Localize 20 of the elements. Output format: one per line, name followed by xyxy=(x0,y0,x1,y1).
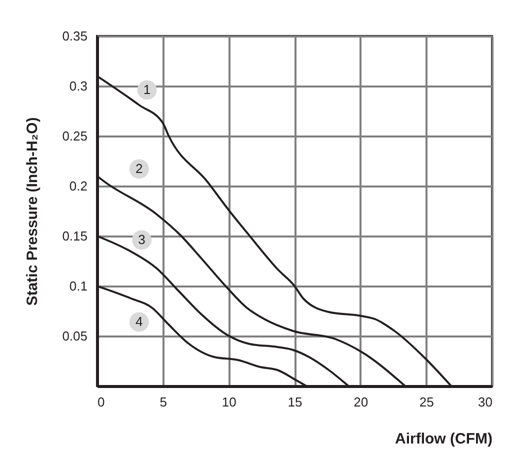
x-tick-label: 30 xyxy=(478,394,492,410)
x-tick-label: 25 xyxy=(419,394,434,410)
annotation: 4 xyxy=(136,314,143,329)
annotation: 3 xyxy=(138,232,146,247)
y-tick-label: 0.35 xyxy=(62,28,88,44)
y-tick-label: 0.05 xyxy=(62,328,88,344)
y-axis-title: Static Pressure (Inch-H₂O) xyxy=(24,117,42,306)
y-tick-label: 0.2 xyxy=(69,178,88,194)
x-axis-title: Airflow (CFM) xyxy=(395,430,492,448)
annotation: 2 xyxy=(136,161,143,176)
y-tick-label: 0.15 xyxy=(62,228,88,244)
x-tick-label: 5 xyxy=(160,394,167,410)
x-tick-label: 15 xyxy=(288,394,302,410)
y-tick-label: 0.3 xyxy=(69,78,88,94)
annotation: 1 xyxy=(143,82,151,97)
x-tick-label: 20 xyxy=(354,394,368,410)
y-tick-label: 0.25 xyxy=(62,128,88,144)
y-tick-label: 0.1 xyxy=(69,278,88,294)
x-tick-label: 0 xyxy=(98,394,105,410)
x-tick-label: 10 xyxy=(222,394,236,410)
